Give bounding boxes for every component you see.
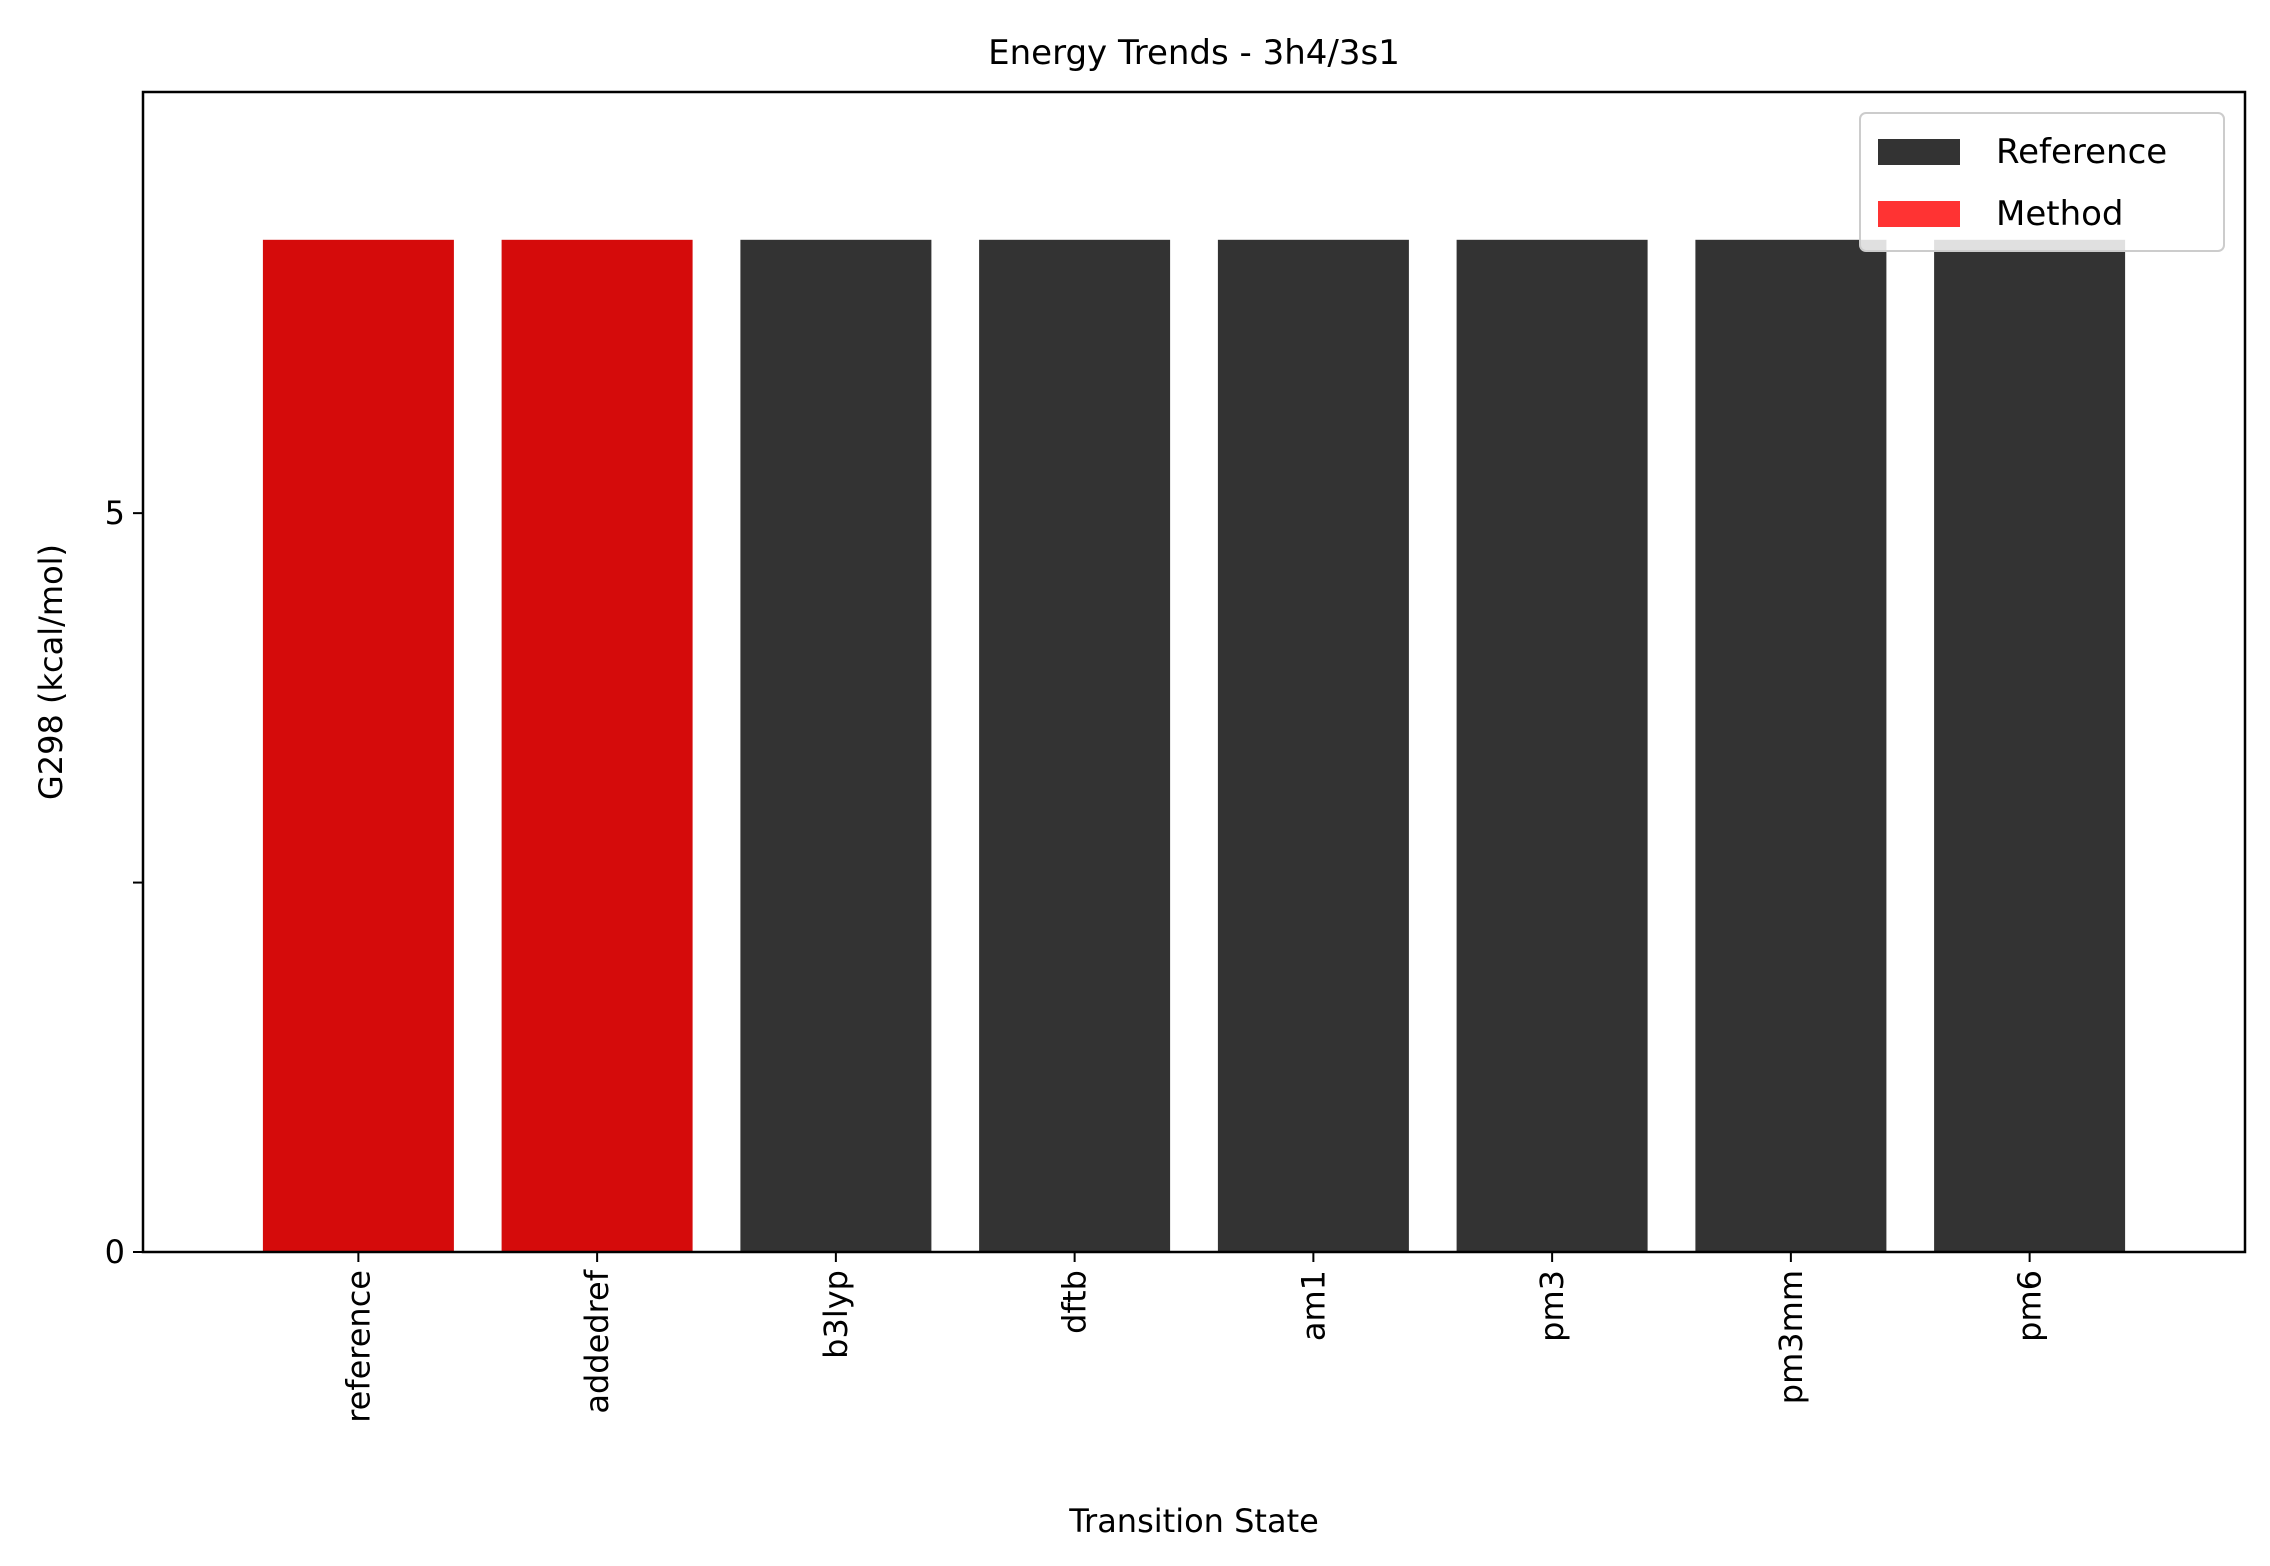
chart-title: Energy Trends - 3h4/3s1 — [988, 33, 1400, 73]
x-tick-label-dftb: dftb — [1056, 1270, 1094, 1334]
bar-am1 — [1217, 239, 1409, 1253]
bar-b3lyp — [740, 239, 932, 1253]
x-tick-label-pm3: pm3 — [1533, 1270, 1571, 1342]
x-tick-label-pm3mm: pm3mm — [1772, 1270, 1810, 1404]
y-axis-label: G298 (kcal/mol) — [32, 544, 70, 800]
y-axis: 05 — [105, 494, 143, 1271]
legend-swatch-method — [1878, 201, 1960, 227]
y-tick-label: 0 — [105, 1233, 125, 1271]
x-tick-label-pm6: pm6 — [2011, 1270, 2049, 1342]
x-tick-label-addedref: addedref — [578, 1269, 616, 1413]
x-axis-label: Transition State — [1068, 1502, 1319, 1540]
bar-reference — [262, 239, 454, 1253]
plot-frame — [141, 90, 2247, 1254]
bar-addedref — [501, 239, 693, 1253]
x-tick-label-b3lyp: b3lyp — [817, 1270, 855, 1359]
bar-dftb — [979, 239, 1171, 1253]
x-tick-label-reference: reference — [339, 1270, 377, 1423]
legend-label-method: Method — [1996, 194, 2124, 234]
bar-pm3mm — [1695, 239, 1887, 1253]
legend-label-reference: Reference — [1996, 132, 2167, 172]
x-axis: reference addedref b3lyp dftb am1 pm3 pm3mm pm6 — [339, 1252, 2049, 1423]
bars-group — [262, 239, 2126, 1253]
bar-pm3 — [1456, 239, 1648, 1253]
x-tick-label-am1: am1 — [1294, 1270, 1332, 1341]
bar-pm6 — [1934, 239, 2126, 1253]
y-tick-label: 5 — [105, 494, 125, 532]
legend-swatch-reference — [1878, 139, 1960, 165]
legend: Reference Method — [1859, 112, 2225, 252]
